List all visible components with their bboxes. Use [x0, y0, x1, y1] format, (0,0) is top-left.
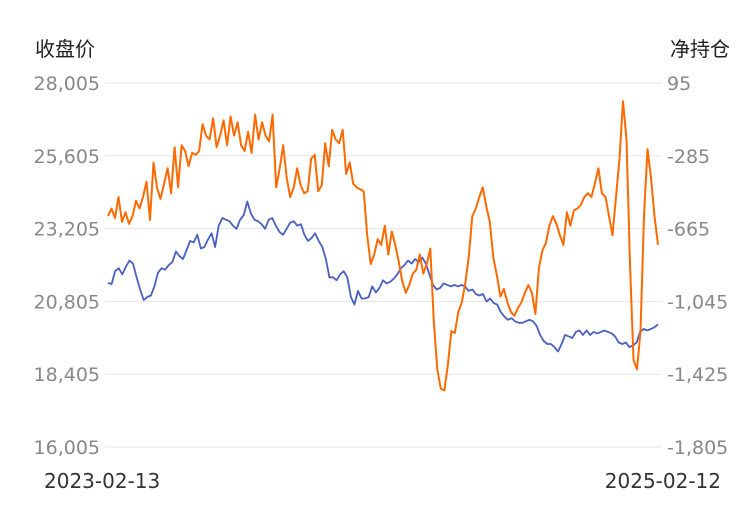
right-tick-label: -1,805	[667, 437, 728, 459]
right-tick-label: -1,425	[667, 364, 728, 386]
right-tick-label: -1,045	[667, 291, 728, 313]
x-start-date: 2023-02-13	[44, 469, 160, 493]
right-tick-label: -665	[667, 219, 710, 241]
right-tick-label: 95	[667, 73, 691, 95]
left-tick-label: 20,805	[34, 291, 100, 313]
left-axis-title: 收盘价	[35, 37, 95, 61]
left-tick-label: 18,405	[34, 364, 100, 386]
net-position-line	[107, 100, 659, 392]
left-tick-label: 23,205	[34, 219, 100, 241]
left-axis-ticks: 28,005 25,605 23,205 20,805 18,405 16,005	[34, 73, 100, 459]
right-axis-title: 净持仓	[670, 37, 730, 61]
left-tick-label: 16,005	[34, 437, 100, 459]
series-layer	[107, 100, 659, 392]
close-price-line	[107, 200, 659, 353]
x-end-date: 2025-02-12	[605, 469, 721, 493]
right-tick-label: -285	[667, 146, 710, 168]
grid-lines	[105, 82, 662, 448]
right-axis-ticks: 95 -285 -665 -1,045 -1,425 -1,805	[667, 73, 728, 459]
left-tick-label: 25,605	[34, 146, 100, 168]
left-tick-label: 28,005	[34, 73, 100, 95]
